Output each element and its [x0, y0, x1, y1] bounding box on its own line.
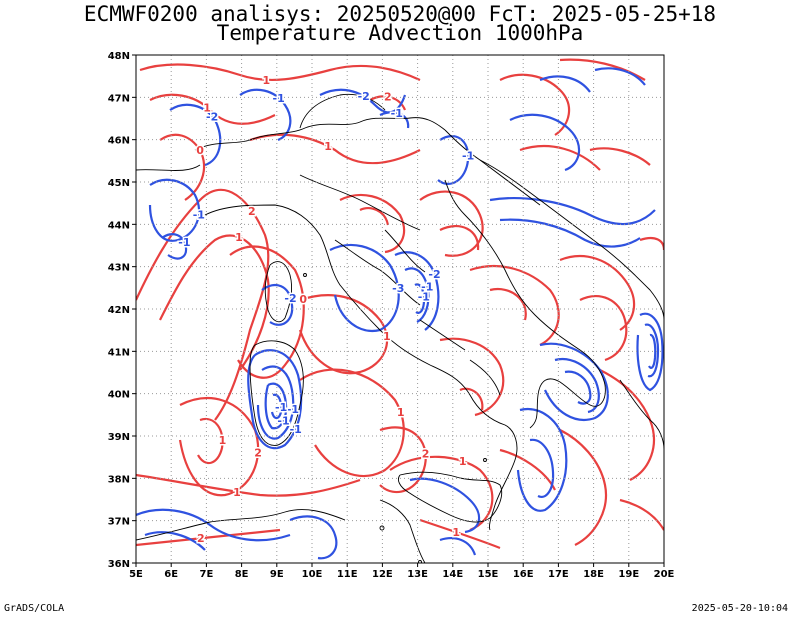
contour-value-label: -1 — [193, 208, 205, 221]
map-subtitle: Temperature Advection 1000hPa — [216, 21, 584, 45]
contour-value-label: -1 — [275, 401, 287, 414]
contour-value-label: 1 — [324, 140, 332, 153]
contour-value-label: -2 — [284, 292, 296, 305]
contour-value-label: 1 — [219, 434, 227, 447]
contour-value-label: -1 — [273, 92, 285, 105]
lon-tick-label: 15E — [478, 569, 499, 580]
lat-tick-label: 44N — [108, 220, 130, 231]
contour-value-label: 2 — [422, 447, 430, 460]
footer-credit: GrADS/COLA — [4, 603, 65, 614]
lon-tick-label: 11E — [337, 569, 358, 580]
lon-tick-label: 10E — [302, 569, 323, 580]
contour-layer — [136, 58, 664, 560]
negative-contours — [136, 67, 664, 560]
contour-value-label: -3 — [392, 282, 404, 295]
lat-tick-label: 36N — [108, 559, 130, 570]
contour-value-label: -2 — [428, 268, 440, 281]
lat-tick-label: 45N — [108, 178, 130, 189]
contour-value-label: 1 — [397, 406, 405, 419]
contour-value-label: -1 — [287, 403, 299, 416]
contour-value-label: 1 — [452, 526, 460, 539]
contour-value-label: 1 — [383, 330, 391, 343]
lat-tick-label: 42N — [108, 305, 130, 316]
lon-tick-label: 7E — [200, 569, 214, 580]
lat-tick-label: 46N — [108, 136, 130, 147]
contour-value-label: -1 — [277, 415, 289, 428]
contour-value-label: 1 — [203, 101, 211, 114]
lon-tick-label: 12E — [372, 569, 393, 580]
lon-tick-label: 20E — [654, 569, 675, 580]
lon-tick-label: 9E — [270, 569, 284, 580]
contour-value-label: 1 — [233, 486, 241, 499]
contour-value-label: -1 — [421, 280, 433, 293]
lon-tick-label: 6E — [164, 569, 178, 580]
latitude-axis: 36N 37N 38N 39N 40N 41N 42N 43N 44N 45N 46N 47N 48N — [108, 51, 136, 570]
contour-value-label: -1 — [391, 107, 403, 120]
lon-tick-label: 14E — [442, 569, 463, 580]
contour-value-label: 2 — [254, 446, 262, 459]
lat-tick-label: 47N — [108, 93, 130, 104]
contour-value-label: 1 — [235, 231, 243, 244]
lat-tick-label: 37N — [108, 517, 130, 528]
positive-contours — [136, 58, 664, 550]
lat-tick-label: 40N — [108, 390, 130, 401]
contour-value-label: -1 — [290, 423, 302, 436]
lon-tick-label: 17E — [548, 569, 569, 580]
contour-value-label: -2 — [206, 110, 218, 123]
contour-value-label: 1 — [459, 455, 467, 468]
lon-tick-label: 16E — [513, 569, 534, 580]
lon-tick-label: 13E — [407, 569, 428, 580]
contour-value-label: -1 — [178, 236, 190, 249]
longitude-axis: 5E 6E 7E 8E 9E 10E 11E 12E 13E 14E 15E 16E 17E 18E 19E… — [129, 563, 675, 580]
contour-value-label: -1 — [462, 149, 474, 162]
lon-tick-label: 5E — [129, 569, 143, 580]
lat-tick-label: 38N — [108, 474, 130, 485]
lat-tick-label: 43N — [108, 263, 130, 274]
contour-value-label: 2 — [197, 532, 205, 545]
contour-value-label: -1 — [418, 291, 430, 304]
lat-tick-label: 48N — [108, 51, 130, 62]
contour-value-label: 2 — [384, 91, 392, 104]
map-title: ECMWF0200 analisys: 20250520@00 FcT: 202… — [83, 2, 717, 26]
contour-value-label: 0 — [196, 144, 204, 157]
grid-lines — [136, 55, 664, 563]
lat-tick-label: 39N — [108, 432, 130, 443]
lon-tick-label: 19E — [618, 569, 639, 580]
lat-tick-label: 41N — [108, 347, 130, 358]
contour-value-label: 0 — [299, 293, 307, 306]
contour-value-label: -2 — [358, 90, 370, 103]
contour-value-label: 2 — [248, 205, 256, 218]
coastline-layer — [136, 93, 664, 563]
lon-tick-label: 18E — [583, 569, 604, 580]
contour-value-label: 1 — [263, 74, 271, 87]
lon-tick-label: 8E — [235, 569, 249, 580]
footer-timestamp: 2025-05-20-10:04 — [691, 603, 788, 614]
